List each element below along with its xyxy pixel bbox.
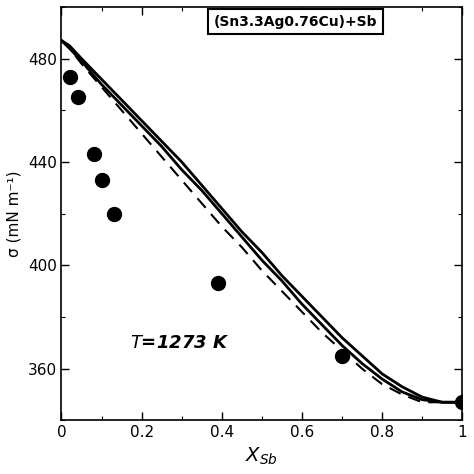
Point (66, 73, 73, 81)
Y-axis label: σ (mN m⁻¹): σ (mN m⁻¹) (7, 170, 22, 257)
Point (338, 352, 346, 360)
Point (110, 210, 118, 218)
Point (458, 399, 466, 406)
Point (74, 93, 82, 101)
Point (214, 280, 221, 287)
Point (98, 176, 105, 184)
Point (90, 150, 97, 158)
Text: $\mathit{T}$=1273 K: $\mathit{T}$=1273 K (129, 334, 229, 352)
X-axis label: $X_{Sb}$: $X_{Sb}$ (246, 446, 278, 467)
Text: (Sn3.3Ag0.76Cu)+Sb: (Sn3.3Ag0.76Cu)+Sb (214, 15, 377, 29)
